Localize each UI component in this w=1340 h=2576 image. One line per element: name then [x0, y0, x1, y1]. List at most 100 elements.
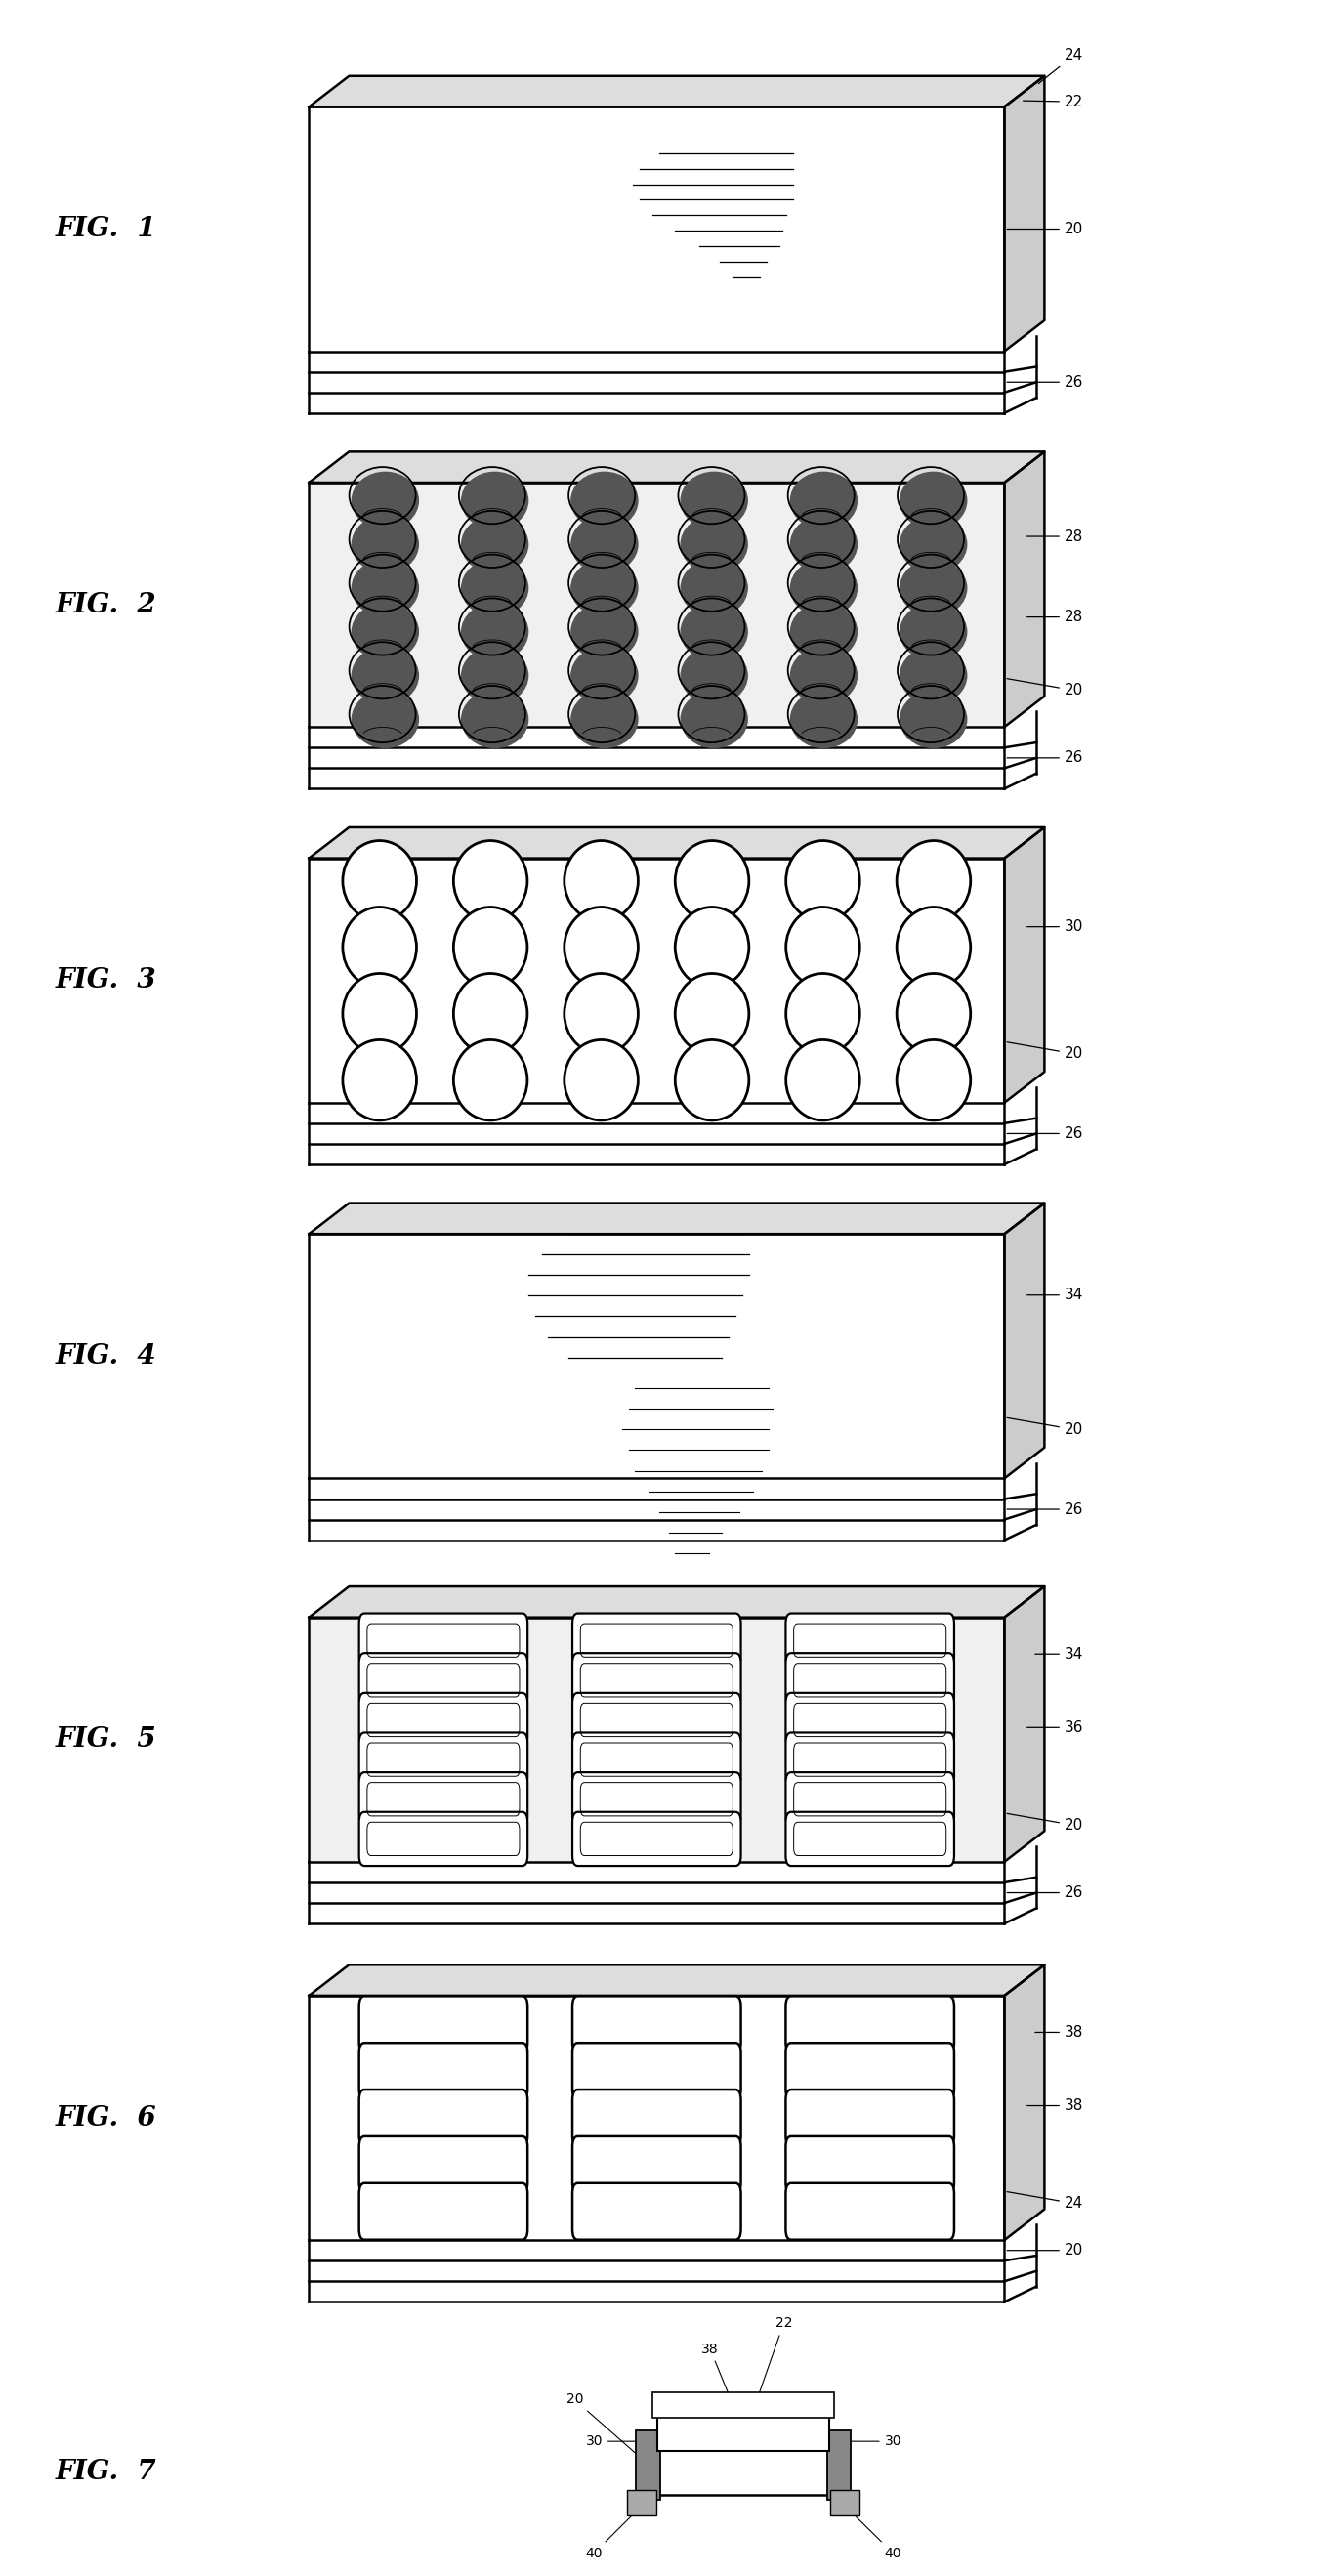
Polygon shape	[310, 1587, 1044, 1618]
Ellipse shape	[900, 515, 966, 572]
Ellipse shape	[461, 690, 528, 747]
FancyBboxPatch shape	[572, 2136, 741, 2192]
Text: 20: 20	[1006, 1814, 1083, 1832]
Bar	[827, 2432, 851, 2501]
Polygon shape	[310, 858, 1004, 1103]
Polygon shape	[310, 1965, 1044, 1996]
Ellipse shape	[352, 559, 418, 616]
Ellipse shape	[896, 907, 970, 987]
Bar	[627, 2491, 657, 2514]
Bar	[643, 2450, 844, 2496]
Ellipse shape	[900, 559, 966, 616]
FancyBboxPatch shape	[785, 1613, 954, 1667]
Ellipse shape	[675, 907, 749, 987]
Ellipse shape	[900, 647, 966, 703]
Text: 22: 22	[1022, 95, 1083, 108]
Polygon shape	[310, 1234, 1004, 1479]
Text: 26: 26	[1008, 1126, 1084, 1141]
Polygon shape	[310, 482, 1004, 726]
FancyBboxPatch shape	[359, 1692, 528, 1747]
Polygon shape	[1004, 1203, 1044, 1479]
FancyBboxPatch shape	[359, 1996, 528, 2053]
Ellipse shape	[681, 515, 748, 572]
Ellipse shape	[564, 974, 638, 1054]
FancyBboxPatch shape	[785, 1996, 954, 2053]
Text: 40: 40	[586, 2504, 643, 2561]
Ellipse shape	[343, 1041, 417, 1121]
Ellipse shape	[681, 559, 748, 616]
Text: FIG.  7: FIG. 7	[55, 2458, 155, 2486]
Polygon shape	[1004, 1965, 1044, 2241]
FancyBboxPatch shape	[785, 1811, 954, 1865]
Ellipse shape	[571, 515, 638, 572]
Text: 28: 28	[1026, 611, 1083, 623]
Ellipse shape	[352, 471, 418, 528]
Ellipse shape	[352, 515, 418, 572]
Ellipse shape	[787, 974, 860, 1054]
Ellipse shape	[681, 690, 748, 747]
Ellipse shape	[675, 1041, 749, 1121]
FancyBboxPatch shape	[359, 1654, 528, 1708]
Ellipse shape	[343, 907, 417, 987]
Text: FIG.  4: FIG. 4	[55, 1342, 155, 1370]
Text: 34: 34	[1026, 1288, 1084, 1303]
FancyBboxPatch shape	[572, 2089, 741, 2146]
FancyBboxPatch shape	[785, 2043, 954, 2099]
Polygon shape	[310, 1203, 1044, 1234]
Ellipse shape	[343, 974, 417, 1054]
FancyBboxPatch shape	[572, 1692, 741, 1747]
Ellipse shape	[791, 690, 858, 747]
Polygon shape	[310, 75, 1044, 106]
Text: 36: 36	[1026, 1721, 1084, 1734]
Text: 26: 26	[1008, 376, 1084, 389]
Polygon shape	[1004, 451, 1044, 726]
FancyBboxPatch shape	[359, 1811, 528, 1865]
Text: FIG.  3: FIG. 3	[55, 969, 155, 994]
Text: 38: 38	[1026, 2099, 1084, 2112]
FancyBboxPatch shape	[572, 1811, 741, 1865]
Bar	[636, 2432, 661, 2501]
Bar	[653, 2393, 835, 2419]
Text: 20: 20	[1006, 1417, 1083, 1437]
Ellipse shape	[681, 647, 748, 703]
Ellipse shape	[461, 515, 528, 572]
Text: 30: 30	[847, 2434, 902, 2447]
Ellipse shape	[352, 647, 418, 703]
Ellipse shape	[461, 647, 528, 703]
Ellipse shape	[571, 471, 638, 528]
FancyBboxPatch shape	[359, 2089, 528, 2146]
Ellipse shape	[352, 690, 418, 747]
FancyBboxPatch shape	[572, 1654, 741, 1708]
Ellipse shape	[564, 840, 638, 922]
Ellipse shape	[791, 647, 858, 703]
Ellipse shape	[571, 603, 638, 659]
Ellipse shape	[453, 1041, 528, 1121]
FancyBboxPatch shape	[359, 1772, 528, 1826]
FancyBboxPatch shape	[572, 1996, 741, 2053]
Text: 26: 26	[1008, 750, 1084, 765]
Ellipse shape	[681, 471, 748, 528]
Text: 26: 26	[1008, 1502, 1084, 1517]
Text: 24: 24	[1006, 2192, 1083, 2210]
Ellipse shape	[896, 840, 970, 922]
Polygon shape	[310, 106, 1004, 350]
Ellipse shape	[791, 603, 858, 659]
FancyBboxPatch shape	[572, 1613, 741, 1667]
Ellipse shape	[571, 647, 638, 703]
FancyBboxPatch shape	[359, 2043, 528, 2099]
Text: 26: 26	[1008, 1886, 1084, 1901]
Text: 34: 34	[1034, 1646, 1084, 1662]
Ellipse shape	[352, 603, 418, 659]
Ellipse shape	[564, 1041, 638, 1121]
Ellipse shape	[791, 471, 858, 528]
Ellipse shape	[675, 840, 749, 922]
Ellipse shape	[461, 603, 528, 659]
Ellipse shape	[787, 1041, 860, 1121]
Ellipse shape	[900, 603, 966, 659]
FancyBboxPatch shape	[359, 1613, 528, 1667]
Text: 20: 20	[565, 2393, 654, 2470]
Ellipse shape	[571, 690, 638, 747]
Ellipse shape	[461, 559, 528, 616]
Ellipse shape	[896, 974, 970, 1054]
Ellipse shape	[791, 559, 858, 616]
